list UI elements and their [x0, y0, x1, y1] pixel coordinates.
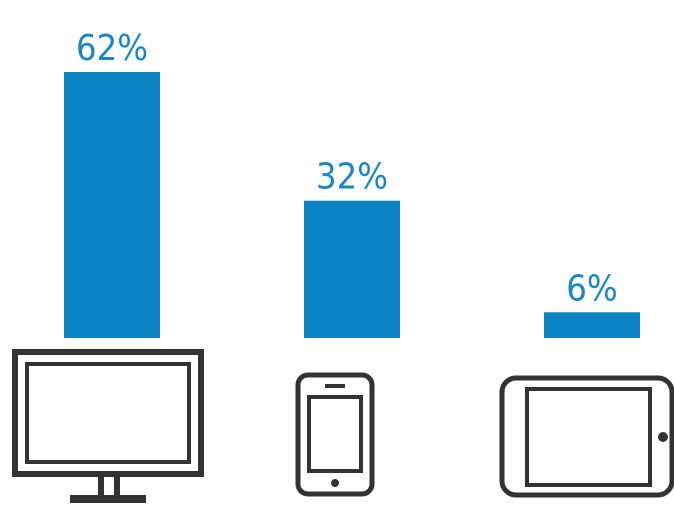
bar-label-smartphone: 32% [316, 157, 388, 198]
desktop-monitor-icon [12, 349, 204, 503]
tablet-icon [499, 375, 674, 498]
bar-label-desktop: 62% [76, 28, 148, 69]
bar-desktop [64, 72, 160, 338]
smartphone-icon [295, 372, 375, 497]
bar-smartphone [304, 200, 400, 338]
bar-label-tablet: 6% [566, 268, 617, 309]
labels-group: 62% 32% 6% [76, 28, 618, 309]
bars-group [64, 72, 640, 338]
bar-tablet [544, 312, 640, 338]
